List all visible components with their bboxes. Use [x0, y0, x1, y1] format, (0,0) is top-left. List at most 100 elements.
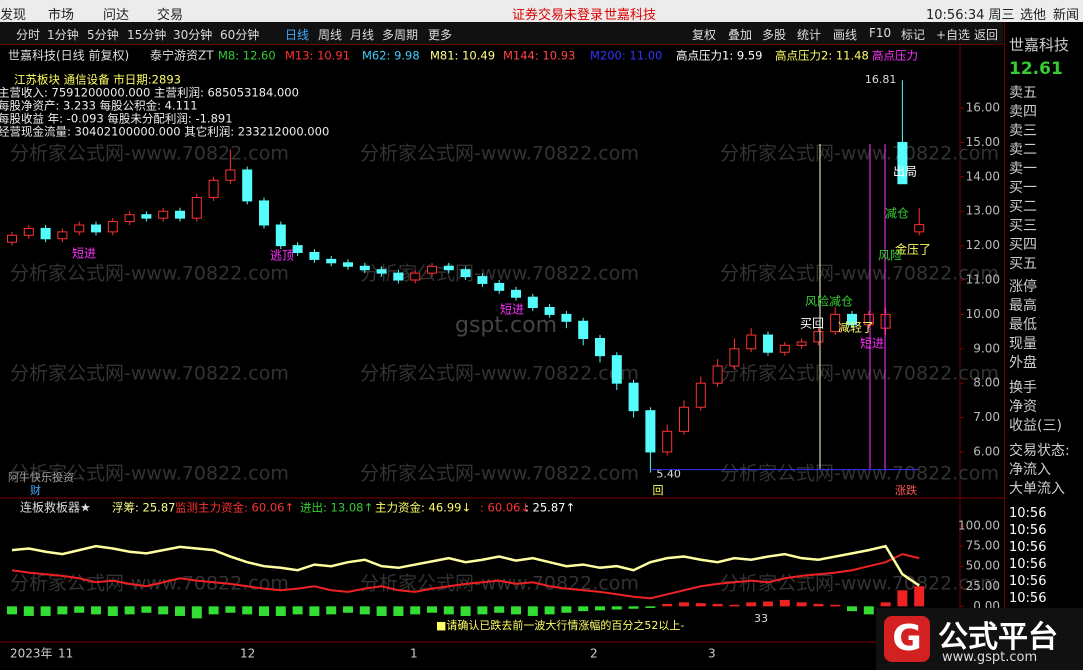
indicator-bar — [897, 590, 908, 607]
tool-button[interactable]: 标记 — [901, 28, 926, 42]
period-tab[interactable]: 5分钟 — [87, 28, 119, 42]
fundamental-info: 每股收益 年: -0.093 每股未分配利润: -1.891 — [0, 112, 233, 126]
candle-body — [746, 334, 757, 350]
indicator-bar — [544, 606, 555, 615]
ma-value: 高点压力2: 11.48 — [775, 49, 869, 63]
tool-button[interactable]: 统计 — [797, 28, 822, 42]
price-tick-label: 10.00 — [966, 307, 1000, 321]
indicator-bar — [393, 606, 404, 616]
tool-button[interactable]: 画线 — [833, 28, 858, 42]
tool-button[interactable]: 叠加 — [728, 28, 753, 42]
indicator-bar — [578, 606, 589, 612]
menu-item[interactable]: 发现 — [0, 8, 27, 23]
indicator-bar — [292, 606, 303, 615]
quote-label: 外盘 — [1009, 355, 1037, 371]
top-link[interactable]: 选他 — [1020, 8, 1047, 23]
period-tab[interactable]: 日线 — [285, 28, 310, 42]
period-tab[interactable]: 60分钟 — [220, 28, 260, 42]
signal-label: 风险减仓 — [805, 294, 853, 309]
indicator-bar — [326, 606, 337, 615]
candle-body — [242, 169, 253, 202]
tool-button[interactable]: F10 — [869, 26, 892, 40]
candle-body — [275, 224, 286, 247]
period-tab[interactable]: 周线 — [318, 28, 343, 42]
tool-button[interactable]: 复权 — [692, 28, 717, 42]
sub-note: ■请确认已跌去前一波大行情涨幅的百分之52以上- — [436, 618, 684, 632]
tool-button[interactable]: 返回 — [974, 28, 999, 42]
updown-label: 涨跌 — [895, 483, 917, 497]
period-tab[interactable]: 15分钟 — [127, 28, 167, 42]
menu-bar: 发现 市场 问达 交易 证券交易未登录 世嘉科技 10:56:34 周三 选他 新闻 — [0, 0, 1083, 23]
candle-body — [309, 252, 320, 260]
sidebar-price: 12.61 — [1009, 59, 1063, 79]
sub-value: 监测主力资金: 60.06↑ — [175, 501, 294, 515]
corner-label: 财 — [30, 483, 41, 497]
price-tick-label: 15.00 — [966, 135, 1000, 149]
indicator-bar — [376, 606, 387, 616]
candle-body — [259, 200, 269, 226]
sidebar-name: 世嘉科技 — [1009, 36, 1070, 54]
indicator-bar — [746, 602, 757, 607]
indicator-bar — [40, 606, 51, 616]
watermark: 分析家公式网-www.70822.com — [10, 263, 289, 285]
sub-tick-label: 25.00 — [966, 579, 1000, 593]
tick-time: 10:56 — [1009, 540, 1047, 555]
candle-body — [74, 224, 85, 233]
top-link[interactable]: 新闻 — [1053, 8, 1080, 23]
indicator-bar — [695, 603, 706, 607]
quote-label: 卖四 — [1009, 104, 1037, 120]
candle-body — [225, 169, 236, 181]
sub-value: 进出: 13.08↑ — [300, 501, 373, 515]
watermark: 分析家公式网-www.70822.com — [10, 143, 289, 165]
indicator-bar — [880, 602, 891, 607]
watermark: 分析家公式网-www.70822.com — [360, 363, 639, 385]
sub-tick-label: 75.00 — [966, 539, 1000, 553]
candle-body — [208, 179, 219, 198]
quote-label: 收益(三) — [1009, 418, 1062, 434]
watermark: 分析家公式网-www.70822.com — [720, 363, 999, 385]
quote-label: 现量 — [1009, 336, 1037, 352]
price-tick-label: 7.00 — [973, 410, 1000, 424]
indicator-bar — [23, 606, 34, 616]
period-tab[interactable]: 1分钟 — [47, 28, 79, 42]
indicator-bar — [343, 606, 353, 613]
indicator-bar — [662, 603, 673, 607]
candle-body — [158, 210, 169, 219]
tool-button[interactable]: +自选 — [936, 28, 971, 42]
indicator-bar — [611, 606, 622, 610]
sub-value: 浮筹: 25.87 — [112, 501, 175, 515]
indicator-bar — [561, 606, 572, 613]
tool-button[interactable]: 多股 — [762, 28, 787, 42]
candle-body — [292, 245, 303, 254]
menu-item[interactable]: 市场 — [48, 8, 75, 23]
candle-body — [645, 410, 656, 453]
period-tab[interactable]: 更多 — [428, 28, 453, 42]
period-tab[interactable]: 多周期 — [382, 28, 419, 42]
candle-body — [359, 265, 370, 271]
candle-body — [897, 141, 908, 185]
menu-item[interactable]: 交易 — [157, 8, 184, 23]
toolbar: 分时 1分钟 5分钟 15分钟 30分钟 60分钟 日线 周线 月线 多周期 更多 复权 叠加 多股 统计画… — [0, 22, 1003, 45]
indicator-bar — [208, 606, 219, 615]
candle-body — [191, 196, 202, 219]
quote-label: 最高 — [1009, 298, 1037, 314]
ma-value: 高点压力 — [872, 49, 918, 63]
period-tab[interactable]: 30分钟 — [173, 28, 213, 42]
period-tab[interactable]: 分时 — [16, 28, 41, 42]
candle-body — [477, 276, 488, 284]
signal-label: 金压了 — [895, 242, 931, 257]
tick-time: 10:56 — [1009, 574, 1047, 589]
quote-label: 买四 — [1009, 237, 1037, 253]
period-tab[interactable]: 月线 — [350, 28, 375, 42]
menu-item[interactable]: 问达 — [103, 8, 130, 23]
candle-body — [847, 313, 857, 326]
price-tick-label: 13.00 — [966, 204, 1000, 218]
indicator-line — [11, 544, 920, 587]
indicator-bar — [460, 606, 471, 616]
fundamental-info: 每股净资产: 3.233 每股公积金: 4.111 — [0, 99, 198, 113]
date-label: 3 — [708, 647, 716, 661]
indicator-bar — [175, 606, 185, 616]
date-label: 1 — [410, 647, 418, 661]
candle-body — [427, 265, 437, 274]
